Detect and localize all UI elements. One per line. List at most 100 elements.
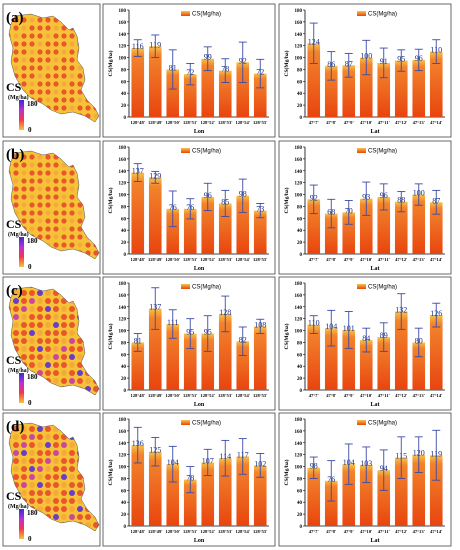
map-hotspot (37, 298, 43, 304)
colorbar-title: CS (6, 353, 22, 367)
bar-chart: 0 20 40 60 80 100 120 140 160 180 CS(Mg/ha) CS(Mg/h… (278, 3, 452, 138)
map-hotspot (21, 17, 27, 23)
x-tick-label: 128°53' (218, 393, 233, 398)
panel-label: (b) (6, 147, 24, 163)
x-tick-label: 128°54' (235, 120, 250, 125)
map-hotspot (53, 378, 59, 384)
data-label: 103 (360, 459, 372, 468)
data-label: 129 (149, 171, 161, 180)
map-hotspot (69, 97, 75, 103)
y-tick-label: 160 (295, 294, 303, 299)
x-axis-title: Lon (194, 402, 205, 408)
map-hotspot (69, 466, 75, 472)
y-tick-label: 140 (119, 306, 127, 311)
data-label: 104 (343, 458, 355, 467)
map-hotspot (53, 226, 59, 232)
x-tick-label: 47°12' (395, 529, 407, 534)
map-hotspot (37, 65, 43, 71)
colorbar-max: 180 (27, 100, 38, 108)
map-hotspot (37, 306, 43, 312)
bar (183, 479, 197, 526)
y-axis-title: CS(Mg/ha) (107, 459, 114, 485)
map-hotspot (69, 498, 75, 504)
map-hotspot (61, 89, 67, 95)
bar (359, 198, 373, 254)
map-hotspot (61, 33, 67, 39)
map-hotspot (69, 450, 75, 456)
y-tick-label: 120 (119, 45, 127, 50)
bar-chart: 0 20 40 60 80 100 120 140 160 180 CS(Mg/ha) CS(Mg/h… (278, 412, 452, 547)
data-label: 85 (221, 197, 229, 206)
map-hotspot (13, 194, 19, 200)
map-hotspot (21, 49, 27, 55)
x-tick-label: 128°52' (200, 120, 215, 125)
colorbar-title: CS (6, 489, 22, 503)
map-hotspot (69, 458, 75, 464)
data-label: 78 (186, 474, 194, 483)
map-hotspot (69, 49, 75, 55)
map-hotspot (37, 73, 43, 79)
map-hotspot (69, 330, 75, 336)
data-label: 101 (343, 324, 355, 333)
map-hotspot (13, 426, 19, 432)
x-tick-label: 47°8' (326, 529, 336, 534)
data-label: 84 (362, 334, 370, 343)
x-tick-label: 128°53' (218, 529, 233, 534)
y-tick-label: 140 (295, 442, 303, 447)
map-hotspot (29, 450, 35, 456)
map-hotspot (69, 490, 75, 496)
map-hotspot (13, 25, 19, 31)
y-tick-label: 160 (295, 430, 303, 435)
y-tick-label: 140 (119, 442, 127, 447)
map-hotspot (77, 65, 83, 71)
data-label: 72 (256, 68, 264, 77)
map-hotspot (45, 306, 51, 312)
x-tick-label: 47°7' (309, 393, 319, 398)
data-label: 76 (186, 203, 194, 212)
bar (429, 455, 443, 526)
data-label: 76 (169, 203, 177, 212)
map-hotspot (13, 162, 19, 168)
x-tick-label: 47°9' (344, 393, 354, 398)
y-tick-label: 20 (121, 377, 127, 382)
legend-swatch (181, 11, 190, 16)
map-hotspot (29, 57, 35, 63)
data-label: 99 (204, 53, 212, 62)
x-axis-title: Lon (194, 266, 205, 272)
map-hotspot (69, 322, 75, 328)
y-tick-label: 80 (121, 341, 127, 346)
map-hotspot (21, 346, 27, 352)
x-tick-label: 128°55' (253, 257, 268, 262)
x-tick-label: 128°50' (165, 120, 180, 125)
map-hotspot (45, 97, 51, 103)
map-hotspot (61, 322, 67, 328)
y-tick-label: 100 (295, 194, 303, 199)
y-tick-label: 120 (295, 318, 303, 323)
map-hotspot (37, 290, 43, 296)
data-label: 96 (204, 191, 212, 200)
map-hotspot (29, 434, 35, 440)
map-hotspot (61, 466, 67, 472)
y-tick-label: 120 (295, 182, 303, 187)
map-hotspot (45, 218, 51, 224)
figure-layer: (a)CS(Mg/ha)1800020406080100120140160180… (2, 3, 452, 547)
map-hotspot (45, 226, 51, 232)
data-label: 102 (254, 459, 266, 468)
data-label: 104 (167, 458, 179, 467)
colorbar (19, 509, 24, 539)
map-hotspot (69, 186, 75, 192)
map-hotspot (45, 474, 51, 480)
map-hotspot (29, 194, 35, 200)
map-hotspot (53, 41, 59, 47)
y-tick-label: 80 (297, 205, 303, 210)
map-hotspot (29, 89, 35, 95)
map-hotspot (45, 202, 51, 208)
x-tick-label: 128°48' (130, 529, 145, 534)
y-tick-label: 0 (124, 253, 127, 258)
x-tick-label: 47°12' (395, 120, 407, 125)
x-tick-label: 47°13' (413, 529, 425, 534)
map-hotspot (69, 73, 75, 79)
map-hotspot (69, 346, 75, 352)
y-tick-label: 60 (121, 489, 127, 494)
map-hotspot (69, 81, 75, 87)
